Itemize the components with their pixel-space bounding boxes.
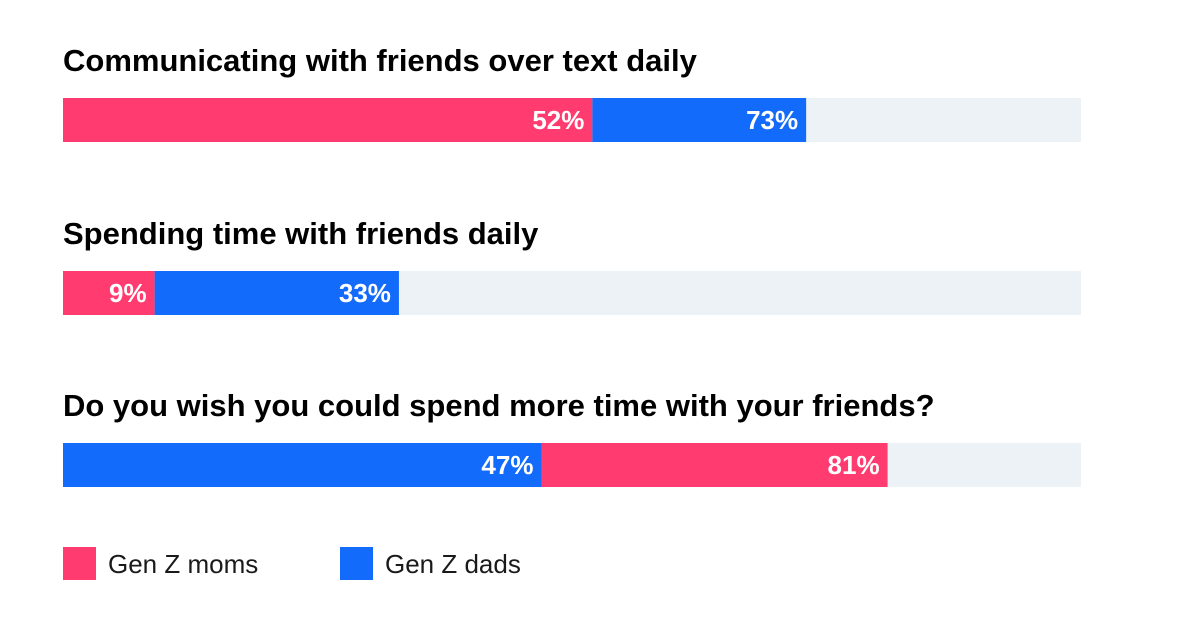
legend: Gen Z moms Gen Z dads — [63, 547, 521, 580]
question-group: Do you wish you could spend more time wi… — [63, 388, 1081, 487]
bar-segment-gen-z-dads — [592, 98, 807, 142]
data-label: 73% — [746, 105, 798, 135]
data-label: 33% — [339, 278, 391, 308]
legend-label: Gen Z dads — [385, 549, 521, 579]
question-group: Spending time with friends daily 9% 33% — [63, 216, 1081, 315]
legend-swatch — [63, 547, 96, 580]
bar-segment-gen-z-moms — [541, 443, 888, 487]
legend-swatch — [340, 547, 373, 580]
legend-label: Gen Z moms — [108, 549, 258, 579]
bar-segment-gen-z-moms — [63, 271, 155, 315]
legend-item-gen-z-moms: Gen Z moms — [63, 547, 258, 580]
data-label: 81% — [828, 450, 880, 480]
legend-item-gen-z-dads: Gen Z dads — [340, 547, 521, 580]
question-group: Communicating with friends over text dai… — [63, 43, 1081, 142]
question-title: Spending time with friends daily — [63, 216, 539, 251]
bar-segment-gen-z-moms — [63, 98, 593, 142]
question-title: Communicating with friends over text dai… — [63, 43, 698, 78]
question-title: Do you wish you could spend more time wi… — [63, 388, 935, 423]
bar-segment-gen-z-dads — [154, 271, 399, 315]
question-groups: Communicating with friends over text dai… — [63, 43, 1081, 487]
data-label: 47% — [481, 450, 533, 480]
data-label: 9% — [109, 278, 147, 308]
bar-segment-gen-z-dads — [63, 443, 542, 487]
data-label: 52% — [532, 105, 584, 135]
